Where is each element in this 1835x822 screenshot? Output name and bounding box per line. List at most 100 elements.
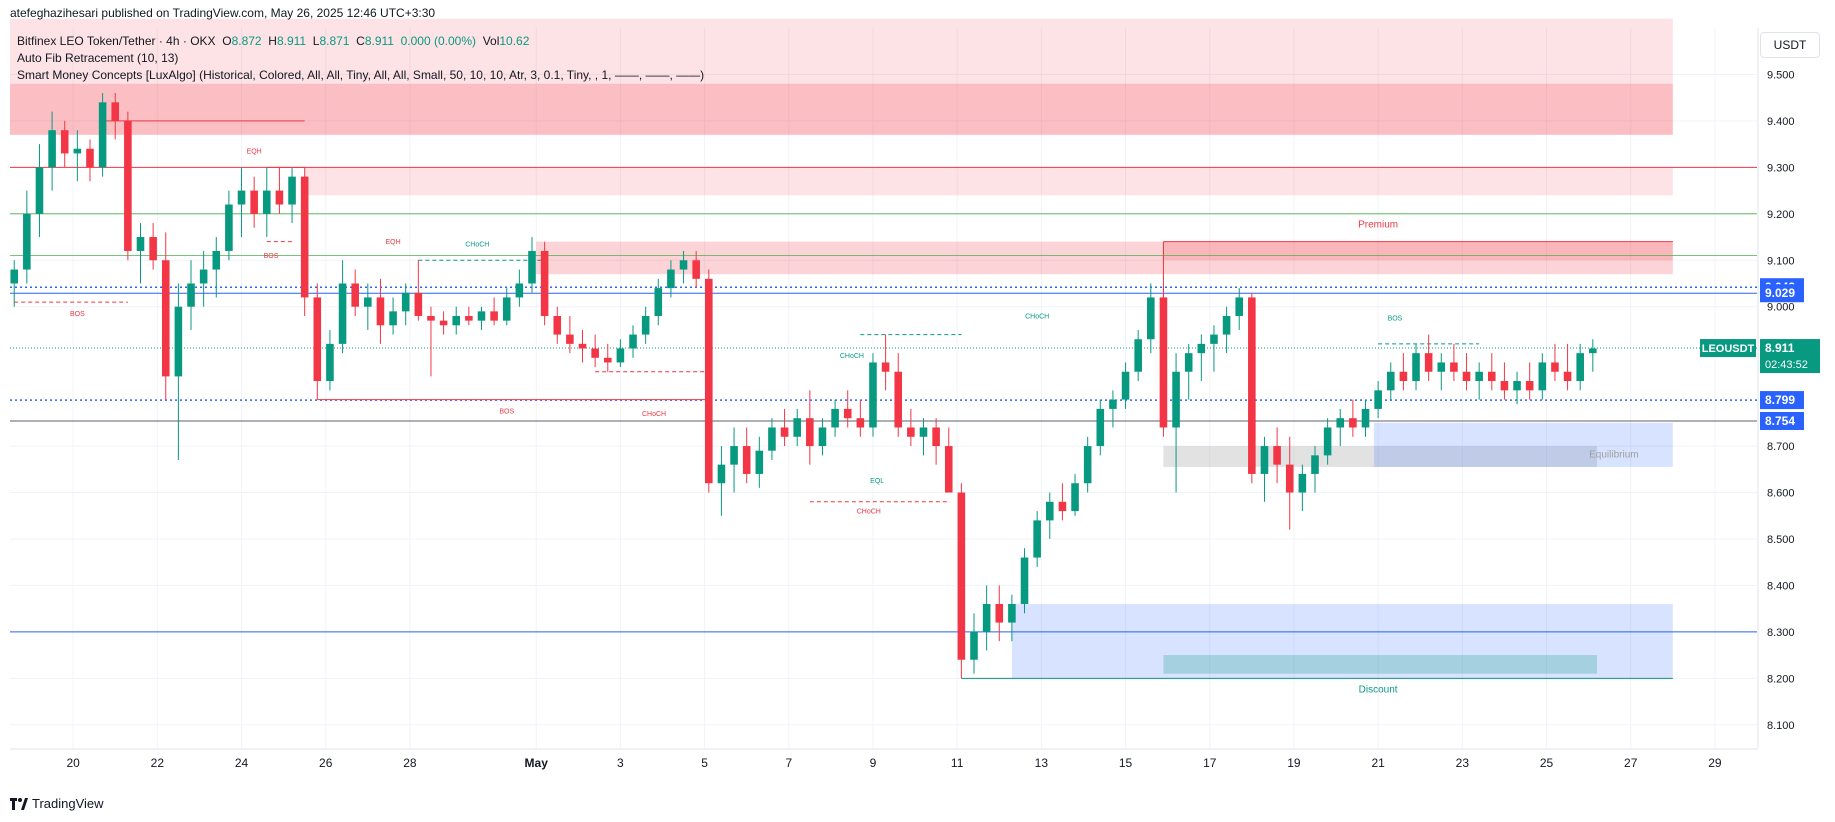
candle-body	[692, 260, 700, 279]
time-tick-label: 29	[1708, 756, 1722, 770]
candle-body	[401, 292, 410, 312]
candle-body	[1475, 371, 1483, 382]
annotation-label: CHoCH	[1025, 313, 1049, 320]
time-tick-label: 3	[617, 756, 624, 770]
candle-body	[338, 283, 347, 344]
price-tick-label: 9.500	[1767, 69, 1795, 81]
candle-body	[1121, 371, 1130, 400]
premium-box	[1163, 241, 1673, 261]
candle-body	[1008, 604, 1016, 623]
candle-body	[1361, 408, 1370, 428]
price-tick-label: 8.700	[1767, 441, 1795, 453]
open-label: O	[222, 34, 232, 48]
discount-box	[1163, 655, 1598, 674]
price-tick-label: 9.400	[1767, 116, 1795, 128]
candle-body	[1273, 446, 1281, 465]
close-value: 8.911	[364, 34, 394, 48]
candle-body	[300, 176, 309, 298]
candle-body	[1374, 390, 1382, 409]
candle-body	[831, 408, 839, 428]
candle-body	[970, 631, 978, 660]
symbol-name: Bitfinex LEO Token/Tether · 4h · OKX	[17, 34, 216, 48]
indicator-auto-fib[interactable]: Auto Fib Retracement (10, 13)	[17, 51, 179, 65]
time-tick-label: 26	[319, 756, 333, 770]
candle-body	[1525, 381, 1534, 391]
candle-body	[237, 190, 246, 205]
tradingview-brand: TradingView	[10, 796, 104, 811]
price-tick-label: 9.100	[1767, 255, 1795, 267]
time-tick-label: 27	[1624, 756, 1638, 770]
price-badge-label: 9.029	[1765, 286, 1795, 300]
price-tick-label: 9.000	[1767, 302, 1795, 314]
candle-body	[199, 269, 208, 284]
candle-body	[351, 283, 359, 307]
candle-body	[780, 427, 789, 437]
candle-body	[654, 288, 663, 316]
tradingview-logo-icon	[10, 797, 28, 810]
candle-body	[894, 371, 903, 428]
price-tick-label: 9.300	[1767, 162, 1795, 174]
candle-body	[1386, 371, 1395, 391]
candle-body	[869, 362, 877, 428]
candle-body	[23, 213, 31, 270]
price-badge	[1760, 411, 1804, 430]
candle-body	[288, 176, 296, 205]
candle-body	[679, 260, 688, 270]
candle-body	[1298, 473, 1307, 493]
candle-body	[616, 348, 625, 363]
candle-body	[1336, 418, 1345, 428]
candle-body	[225, 204, 233, 251]
annotation-label: Equilibrium	[1589, 450, 1638, 461]
candle-body	[730, 446, 738, 465]
annotation-label: BOS	[264, 253, 279, 260]
discount-zone	[1011, 604, 1673, 679]
candle-body	[250, 190, 258, 214]
candle-body	[705, 278, 713, 484]
candle-body	[982, 604, 991, 632]
candle-body	[553, 316, 562, 335]
price-tick-label: 8.600	[1767, 488, 1795, 500]
candle-body	[1210, 334, 1218, 344]
time-tick-label: 20	[66, 756, 80, 770]
candle-body	[881, 362, 890, 372]
currency-button[interactable]: USDT	[1760, 32, 1820, 58]
candle-body	[212, 250, 221, 270]
candle-body	[364, 297, 372, 307]
candle-body	[427, 316, 435, 321]
time-tick-label: 9	[870, 756, 877, 770]
annotation-label: Discount	[1359, 684, 1398, 695]
candle-body	[1488, 371, 1496, 382]
candle-body	[1589, 348, 1597, 354]
indicator-smc[interactable]: Smart Money Concepts [LuxAlgo] (Historic…	[17, 68, 705, 82]
last-price-badge-label: 8.911	[1765, 341, 1795, 355]
candle-body	[86, 148, 94, 168]
candle-body	[856, 418, 865, 428]
price-tick-label: 8.200	[1767, 673, 1795, 685]
publisher-line: atefeghazihesari published on TradingVie…	[10, 6, 436, 20]
price-badge	[1760, 284, 1804, 303]
premium-zone-band	[10, 83, 1673, 135]
candle-body	[944, 446, 953, 493]
time-tick-label: 17	[1203, 756, 1217, 770]
premium-zone-top	[10, 18, 1673, 84]
candle-body	[1134, 339, 1142, 372]
candle-body	[1349, 418, 1357, 428]
candle-body	[566, 334, 574, 344]
countdown-label: 02:43:52	[1765, 359, 1808, 371]
candle-body	[326, 343, 334, 382]
candle-body	[313, 297, 322, 382]
annotation-label: EQH	[385, 239, 400, 246]
last-price-badge	[1760, 339, 1820, 374]
candle-body	[755, 450, 764, 474]
candle-body	[490, 311, 498, 321]
candle-body	[439, 320, 448, 326]
annotation-label: BOS	[1388, 316, 1403, 323]
candle-body	[742, 446, 751, 474]
price-tick-label: 8.400	[1767, 580, 1795, 592]
candle-body	[1197, 343, 1206, 354]
candle-body	[1576, 353, 1584, 382]
candle-body	[1551, 362, 1559, 372]
high-value: 8.911	[276, 34, 307, 48]
candle-body	[1285, 464, 1294, 493]
